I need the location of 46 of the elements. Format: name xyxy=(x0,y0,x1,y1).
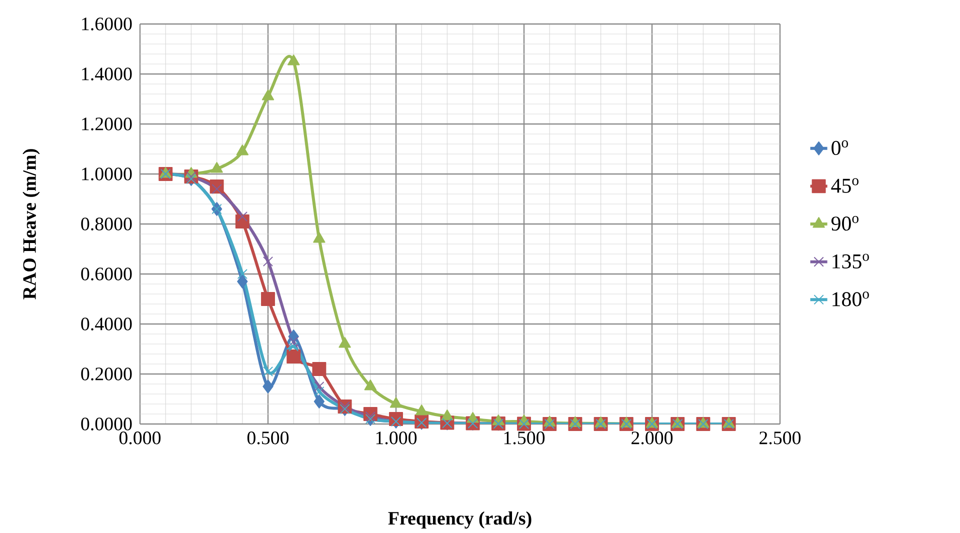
point xyxy=(286,350,301,364)
legend-label: 90$^{o}$ xyxy=(831,216,858,231)
x-tick-label: 2.500 xyxy=(760,432,801,444)
x-axis-title: Frequency (rad/s) xyxy=(388,511,532,529)
point xyxy=(390,397,402,408)
point xyxy=(237,274,248,288)
point xyxy=(236,144,249,156)
x-tick-label: 1.000 xyxy=(376,432,417,444)
y-tick-label: 0.2000 xyxy=(81,368,132,380)
y-axis-title: RAO Heave (m/m) xyxy=(22,149,40,300)
point xyxy=(262,90,274,100)
y-tick-label: 0.6000 xyxy=(81,268,132,280)
y-tick-label: 1.4000 xyxy=(82,68,132,80)
point xyxy=(288,341,299,352)
y-tick-label: 1.2000 xyxy=(82,118,132,130)
point xyxy=(212,184,222,194)
point xyxy=(262,256,274,267)
point xyxy=(364,380,377,390)
point xyxy=(262,380,274,394)
point xyxy=(237,211,248,222)
point xyxy=(338,337,351,348)
point xyxy=(261,292,275,306)
y-tick-label: 1.0000 xyxy=(82,168,132,180)
point xyxy=(210,162,223,173)
point xyxy=(313,232,326,243)
point xyxy=(415,404,428,416)
point xyxy=(262,366,274,377)
legend-label: 45$^{o}$ xyxy=(831,178,858,193)
y-tick-label: 1.6000 xyxy=(82,18,132,30)
point xyxy=(441,410,454,420)
point xyxy=(288,336,299,347)
point xyxy=(287,54,300,66)
point xyxy=(312,362,326,376)
x-tick-label: 1.500 xyxy=(504,432,545,444)
legend-label: 180$^{o}$ xyxy=(832,292,869,306)
y-tick-label: 0.4000 xyxy=(81,318,132,330)
legend-label: 135$^{o}$ xyxy=(832,254,869,268)
x-tick-label: 0.500 xyxy=(247,432,289,444)
point xyxy=(237,268,248,280)
point xyxy=(365,411,376,422)
y-tick-label: 0.8000 xyxy=(81,218,132,230)
x-tick-label: 2.000 xyxy=(632,432,673,444)
point xyxy=(314,394,325,408)
y-tick-label: 0.0000 xyxy=(81,418,132,430)
legend-label: 0$^{o}$ xyxy=(832,140,848,156)
x-tick-label: 0.000 xyxy=(119,432,161,444)
